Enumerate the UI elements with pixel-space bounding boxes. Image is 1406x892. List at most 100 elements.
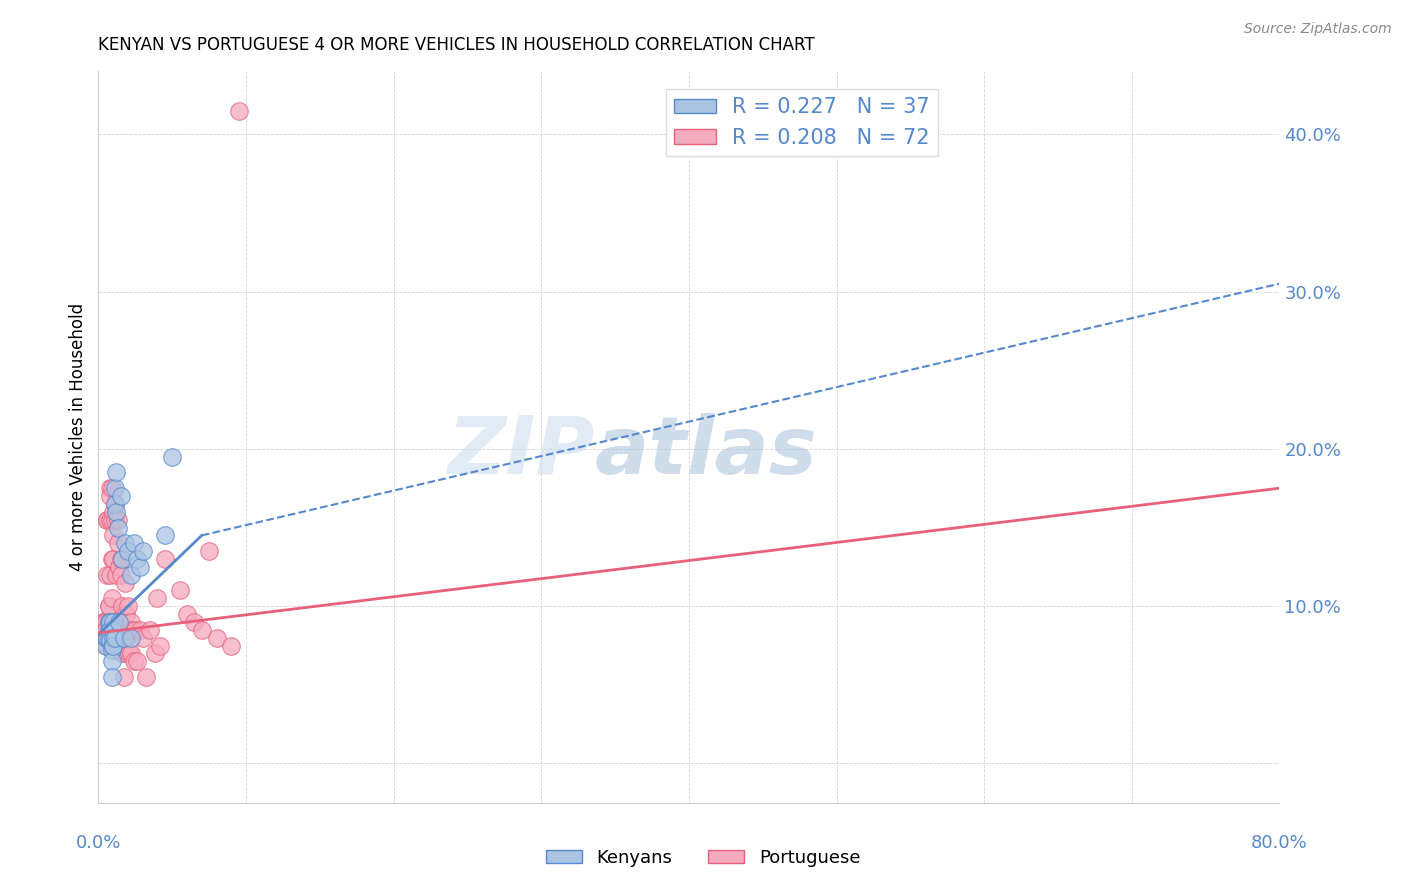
Point (93, 615, 115, 629)
Point (103, 631, 125, 645)
Point (103, 639, 125, 653)
Point (114, 575, 136, 590)
Point (96, 631, 118, 645)
Point (105, 505, 128, 519)
Point (104, 631, 127, 645)
Point (122, 654, 145, 668)
Point (125, 654, 148, 668)
Point (98, 513, 121, 527)
Point (107, 513, 129, 527)
Point (128, 559, 150, 574)
Point (103, 623, 125, 637)
Point (183, 615, 205, 629)
Point (100, 643, 122, 657)
Point (97, 623, 120, 637)
Text: 0.0%: 0.0% (76, 834, 121, 852)
Point (205, 631, 228, 645)
Point (94, 623, 117, 637)
Point (94, 615, 117, 629)
Point (135, 670, 157, 684)
Point (114, 646, 136, 660)
Point (191, 623, 214, 637)
Point (98, 481, 121, 495)
Point (103, 528, 125, 542)
Text: 80.0%: 80.0% (1251, 834, 1308, 852)
Point (98, 489, 121, 503)
Text: KENYAN VS PORTUGUESE 4 OR MORE VEHICLES IN HOUSEHOLD CORRELATION CHART: KENYAN VS PORTUGUESE 4 OR MORE VEHICLES … (98, 36, 815, 54)
Point (111, 599, 134, 614)
Point (98, 623, 121, 637)
Point (105, 466, 128, 480)
Point (132, 544, 155, 558)
Point (100, 639, 122, 653)
Point (108, 615, 131, 629)
Point (100, 481, 122, 495)
Point (121, 623, 143, 637)
Point (107, 520, 129, 534)
Text: ZIP: ZIP (447, 413, 595, 491)
Point (93, 623, 115, 637)
Point (105, 631, 128, 645)
Point (112, 639, 135, 653)
Point (98, 615, 121, 629)
Point (108, 559, 131, 574)
Point (97, 615, 120, 629)
Point (120, 631, 142, 645)
Point (100, 654, 122, 668)
Legend: R = 0.227   N = 37, R = 0.208   N = 72: R = 0.227 N = 37, R = 0.208 N = 72 (665, 89, 938, 156)
Point (94, 639, 117, 653)
Point (96, 513, 118, 527)
Point (100, 591, 122, 606)
Point (111, 646, 134, 660)
Point (108, 631, 131, 645)
Point (100, 670, 122, 684)
Point (107, 536, 129, 550)
Point (100, 513, 122, 527)
Point (94, 631, 117, 645)
Text: Source: ZipAtlas.com: Source: ZipAtlas.com (1244, 22, 1392, 37)
Point (139, 623, 162, 637)
Point (120, 646, 142, 660)
Point (100, 552, 122, 566)
Point (108, 615, 131, 629)
Point (169, 583, 191, 598)
Point (97, 599, 120, 614)
Point (122, 536, 145, 550)
Point (114, 536, 136, 550)
Point (111, 552, 134, 566)
Point (104, 497, 127, 511)
Point (91, 615, 114, 629)
Point (97, 599, 120, 614)
Point (103, 505, 125, 519)
Point (124, 623, 146, 637)
Text: atlas: atlas (595, 413, 817, 491)
Point (97, 615, 120, 629)
Point (120, 567, 142, 582)
Point (162, 450, 183, 464)
Point (103, 615, 125, 629)
Point (198, 544, 221, 558)
Point (103, 615, 125, 629)
Point (143, 646, 166, 660)
Point (219, 639, 242, 653)
Point (94, 639, 117, 653)
Point (98, 567, 121, 582)
Point (111, 623, 134, 637)
Legend: Kenyans, Portuguese: Kenyans, Portuguese (538, 842, 868, 874)
Point (104, 481, 127, 495)
Point (96, 513, 118, 527)
Point (125, 552, 148, 566)
Point (97, 631, 120, 645)
Point (118, 646, 141, 660)
Point (110, 567, 132, 582)
Point (114, 623, 136, 637)
Point (117, 599, 139, 614)
Point (96, 567, 118, 582)
Point (112, 670, 135, 684)
Point (228, 103, 250, 118)
Point (105, 567, 128, 582)
Point (120, 615, 142, 629)
Point (110, 489, 132, 503)
Point (149, 639, 172, 653)
Point (176, 607, 198, 621)
